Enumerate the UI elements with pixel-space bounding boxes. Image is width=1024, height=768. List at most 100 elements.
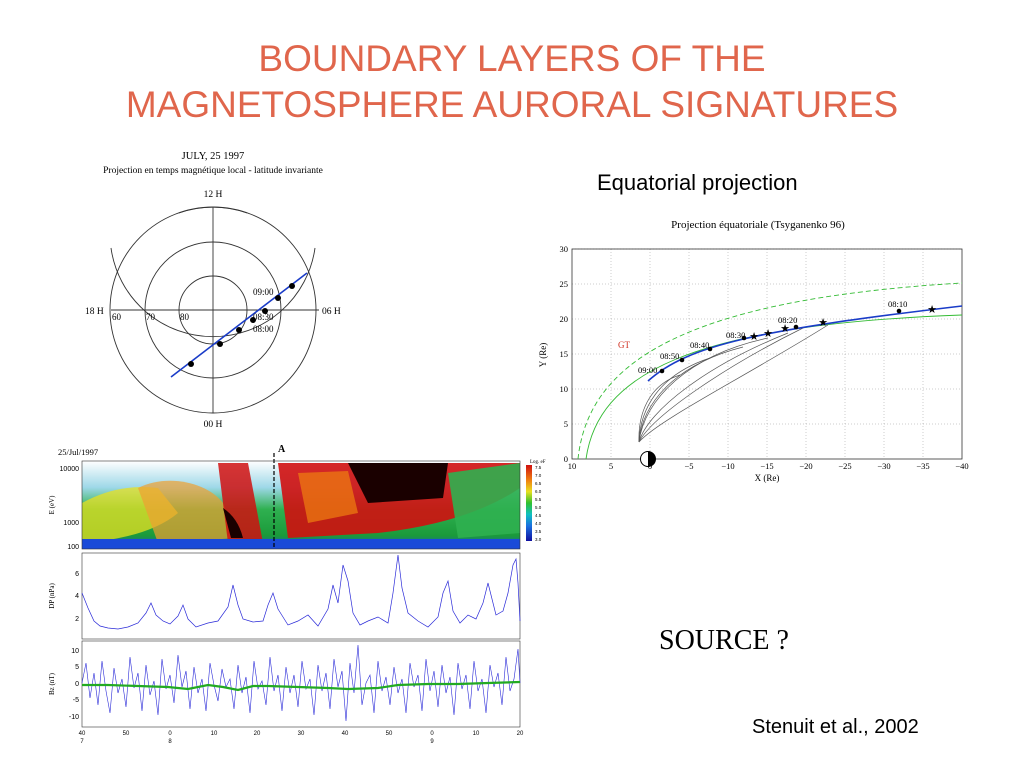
svg-text:1000: 1000	[63, 520, 79, 527]
equatorial-title: Projection équatoriale (Tsyganenko 96)	[671, 219, 845, 231]
spectrogram-y-ticks: 10000 1000 100	[60, 466, 80, 551]
svg-text:40: 40	[342, 731, 349, 737]
polar-point	[275, 295, 281, 301]
earth-night-side-icon	[648, 451, 656, 467]
equatorial-label: Equatorial projection	[597, 170, 798, 195]
polar-date: JULY, 25 1997	[182, 151, 245, 162]
svg-text:7.0: 7.0	[535, 473, 542, 478]
svg-text:6: 6	[75, 571, 79, 578]
polar-label-00h: 00 H	[204, 420, 223, 430]
svg-text:50: 50	[386, 731, 393, 737]
source-question: SOURCE ?	[659, 625, 789, 656]
model-curve-solid	[585, 314, 963, 460]
svg-text:10: 10	[473, 731, 480, 737]
svg-text:4.5: 4.5	[535, 513, 542, 518]
polar-point	[262, 308, 268, 314]
svg-text:4.0: 4.0	[535, 521, 542, 526]
dp-trace	[81, 554, 521, 630]
equatorial-legend-gt: GT	[618, 340, 630, 350]
svg-text:5: 5	[75, 664, 79, 671]
spectrogram-date: 25/Jul/1997	[58, 447, 98, 457]
svg-text:100: 100	[67, 544, 79, 551]
svg-text:7: 7	[80, 739, 84, 745]
particle-data-figure: 25/Jul/1997 A 10000 1000 100 E (eV) Log.…	[48, 444, 546, 745]
equatorial-ylabel: Y (Re)	[538, 343, 548, 367]
citation: Stenuit et al., 2002	[752, 716, 919, 738]
svg-text:−35: −35	[916, 461, 929, 471]
polar-time-0900: 09:00	[253, 287, 274, 297]
svg-text:0: 0	[75, 681, 79, 688]
svg-text:10: 10	[560, 384, 569, 394]
colorbar-ticks: 7.5 7.0 6.5 6.0 5.5 5.0 4.5 4.0 3.5 3.0	[535, 465, 542, 542]
svg-text:09:00: 09:00	[638, 365, 657, 375]
spectrogram-frame	[81, 460, 521, 550]
svg-text:30: 30	[560, 244, 569, 254]
polar-lat-70: 70	[146, 312, 156, 322]
dp-ylabel: DP (nPa)	[48, 583, 56, 609]
polar-point	[250, 317, 256, 323]
svg-text:08:20: 08:20	[778, 315, 797, 325]
equatorial-xlabel: X (Re)	[755, 473, 780, 483]
bz-x-ticks: 40 50 0 10 20 30 40 50 0 10 20	[79, 731, 524, 737]
svg-text:20: 20	[560, 314, 569, 324]
polar-plot: JULY, 25 1997 Projection en temps magnét…	[85, 151, 341, 430]
svg-text:−15: −15	[760, 461, 773, 471]
svg-text:−25: −25	[838, 461, 851, 471]
svg-text:★: ★	[780, 323, 790, 335]
svg-text:−10: −10	[721, 461, 734, 471]
svg-text:−5: −5	[684, 461, 693, 471]
title-line-1: BOUNDARY LAYERS OF THE	[258, 38, 766, 79]
svg-text:08:40: 08:40	[690, 340, 709, 350]
polar-label-12h: 12 H	[204, 190, 223, 200]
title-line-2: MAGNETOSPHERE AURORAL SIGNATURES	[125, 84, 899, 125]
svg-text:2: 2	[75, 616, 79, 623]
slide-title: BOUNDARY LAYERS OF THE MAGNETOSPHERE AUR…	[0, 36, 1024, 128]
svg-text:40: 40	[79, 731, 86, 737]
equatorial-frame	[571, 248, 963, 460]
svg-text:9: 9	[430, 739, 434, 745]
svg-text:50: 50	[123, 731, 130, 737]
equatorial-y-ticks: 30 25 20 15 10 5 0	[560, 244, 569, 464]
svg-text:−40: −40	[955, 461, 968, 471]
svg-text:5: 5	[564, 419, 568, 429]
bz-ylabel: Bz (nT)	[48, 672, 56, 695]
svg-text:5.5: 5.5	[535, 497, 542, 502]
svg-text:10: 10	[568, 461, 577, 471]
svg-text:★: ★	[763, 328, 773, 340]
dp-y-ticks: 6 4 2	[75, 571, 79, 623]
svg-text:4: 4	[75, 593, 79, 600]
equatorial-stars: ★ ★ ★ ★ ★	[749, 304, 937, 343]
svg-text:7.5: 7.5	[535, 465, 542, 470]
svg-text:10000: 10000	[60, 466, 80, 473]
equatorial-plot: Projection équatoriale (Tsyganenko 96) 3…	[538, 219, 969, 483]
svg-text:★: ★	[818, 317, 828, 329]
svg-text:08:30: 08:30	[726, 330, 745, 340]
bz-smoothed	[82, 680, 521, 692]
polar-label-18h: 18 H	[85, 307, 104, 317]
svg-text:20: 20	[517, 731, 524, 737]
polar-point	[188, 361, 194, 367]
svg-text:3.0: 3.0	[535, 537, 542, 542]
svg-text:10: 10	[71, 648, 79, 655]
bz-y-ticks: 10 5 0 -5 -10	[69, 648, 79, 721]
svg-text:6.0: 6.0	[535, 489, 542, 494]
bz-trace	[81, 644, 521, 722]
colorbar	[526, 465, 532, 541]
svg-text:−20: −20	[799, 461, 812, 471]
polar-time-0800: 08:00	[253, 324, 274, 334]
bz-hour-labels: 7 8 9	[80, 739, 434, 745]
svg-text:15: 15	[560, 349, 569, 359]
svg-text:6.5: 6.5	[535, 481, 542, 486]
svg-text:★: ★	[749, 331, 759, 343]
spectrogram-features	[82, 463, 520, 549]
svg-text:08:10: 08:10	[888, 299, 907, 309]
svg-text:0: 0	[564, 454, 568, 464]
polar-lat-80: 80	[180, 312, 190, 322]
svg-text:20: 20	[254, 731, 261, 737]
svg-text:8: 8	[168, 739, 172, 745]
svg-text:3.5: 3.5	[535, 529, 542, 534]
svg-text:0: 0	[430, 731, 434, 737]
svg-text:★: ★	[927, 304, 937, 316]
spectrogram-marker: A	[278, 444, 286, 455]
svg-text:0: 0	[168, 731, 172, 737]
